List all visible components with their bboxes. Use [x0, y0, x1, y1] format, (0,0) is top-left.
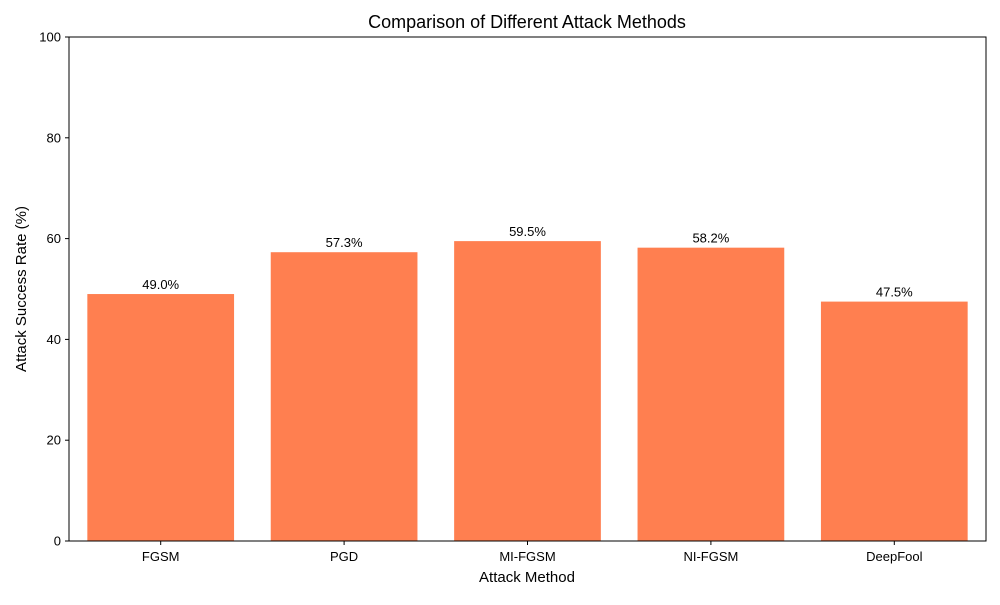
bar-fgsm [87, 294, 235, 541]
bar-ni-fgsm [637, 247, 785, 541]
y-axis-label: Attack Success Rate (%) [13, 206, 30, 372]
x-tick-label: FGSM [142, 549, 180, 564]
chart-title: Comparison of Different Attack Methods [368, 12, 686, 32]
y-tick-label: 60 [47, 231, 61, 246]
bar-deepfool [820, 301, 968, 541]
x-tick-label: MI-FGSM [499, 549, 555, 564]
bar-pgd [270, 252, 418, 541]
y-tick-label: 40 [47, 332, 61, 347]
x-tick-label: PGD [330, 549, 358, 564]
x-tick-label: NI-FGSM [683, 549, 738, 564]
plot-frame [68, 36, 987, 542]
y-tick-label: 20 [47, 433, 61, 448]
data-label: 49.0% [142, 277, 179, 292]
x-tick-label: DeepFool [866, 549, 922, 564]
bar-mi-fgsm [454, 241, 601, 541]
data-label: 59.5% [509, 224, 546, 239]
y-tick-label: 100 [39, 30, 61, 45]
data-label: 47.5% [876, 285, 913, 300]
x-axis-label: Attack Method [479, 569, 575, 586]
data-label: 58.2% [692, 231, 729, 246]
y-tick-label: 0 [54, 534, 61, 549]
data-label: 57.3% [326, 235, 363, 250]
y-tick-label: 80 [47, 130, 61, 145]
